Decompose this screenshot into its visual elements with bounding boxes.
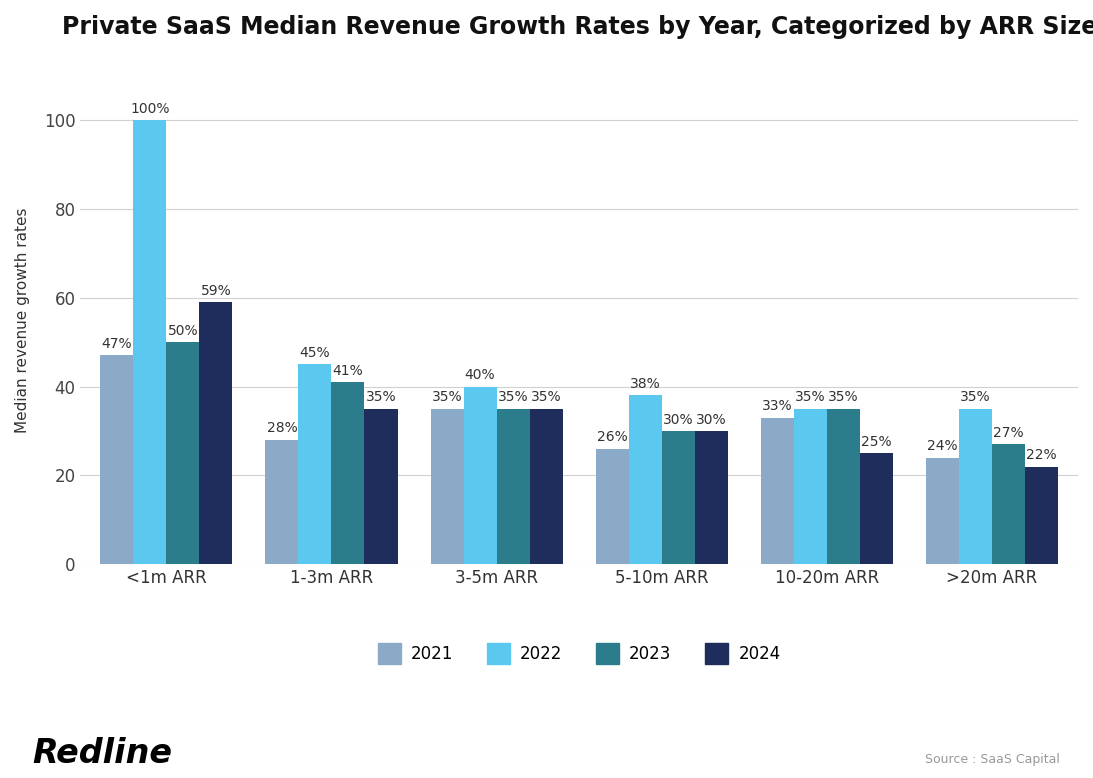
Text: 35%: 35% [497, 391, 528, 405]
Bar [530, 408, 563, 564]
Bar [364, 408, 398, 564]
Text: 50%: 50% [167, 324, 198, 338]
Text: 47%: 47% [102, 337, 132, 351]
Bar [496, 408, 530, 564]
Text: 22%: 22% [1026, 448, 1057, 462]
Text: 30%: 30% [663, 412, 694, 426]
Text: 38%: 38% [630, 377, 660, 391]
Text: 35%: 35% [795, 391, 825, 405]
Text: 45%: 45% [299, 346, 330, 360]
Text: 35%: 35% [432, 391, 462, 405]
Text: 24%: 24% [927, 440, 957, 454]
Bar [431, 408, 463, 564]
Bar [860, 454, 893, 564]
Bar [992, 444, 1025, 564]
Bar [794, 408, 827, 564]
Text: 27%: 27% [994, 426, 1024, 440]
Text: 28%: 28% [267, 422, 297, 436]
Text: Redline: Redline [33, 738, 173, 770]
Bar [596, 449, 628, 564]
Y-axis label: Median revenue growth rates: Median revenue growth rates [15, 207, 30, 433]
Bar [1025, 467, 1058, 564]
Bar [166, 342, 199, 564]
Text: 35%: 35% [828, 391, 859, 405]
Text: 100%: 100% [130, 102, 169, 116]
Bar [298, 364, 331, 564]
Legend: 2021, 2022, 2023, 2024: 2021, 2022, 2023, 2024 [372, 636, 787, 671]
Text: 40%: 40% [465, 368, 495, 382]
Bar [761, 418, 794, 564]
Text: 33%: 33% [762, 399, 792, 413]
Bar [266, 440, 298, 564]
Text: 35%: 35% [366, 391, 397, 405]
Text: 59%: 59% [200, 284, 232, 298]
Text: 26%: 26% [597, 430, 627, 444]
Text: 41%: 41% [332, 363, 363, 377]
Title: Private SaaS Median Revenue Growth Rates by Year, Categorized by ARR Size: Private SaaS Median Revenue Growth Rates… [61, 15, 1093, 39]
Bar [695, 431, 728, 564]
Bar [827, 408, 860, 564]
Bar [101, 356, 133, 564]
Text: Source : SaaS Capital: Source : SaaS Capital [926, 753, 1060, 766]
Bar [133, 120, 166, 564]
Bar [661, 431, 695, 564]
Text: 25%: 25% [861, 435, 892, 449]
Text: 30%: 30% [696, 412, 727, 426]
Bar [331, 382, 364, 564]
Bar [199, 302, 233, 564]
Bar [463, 387, 496, 564]
Text: 35%: 35% [961, 391, 991, 405]
Text: 35%: 35% [531, 391, 562, 405]
Bar [628, 395, 661, 564]
Bar [926, 457, 959, 564]
Bar [959, 408, 992, 564]
